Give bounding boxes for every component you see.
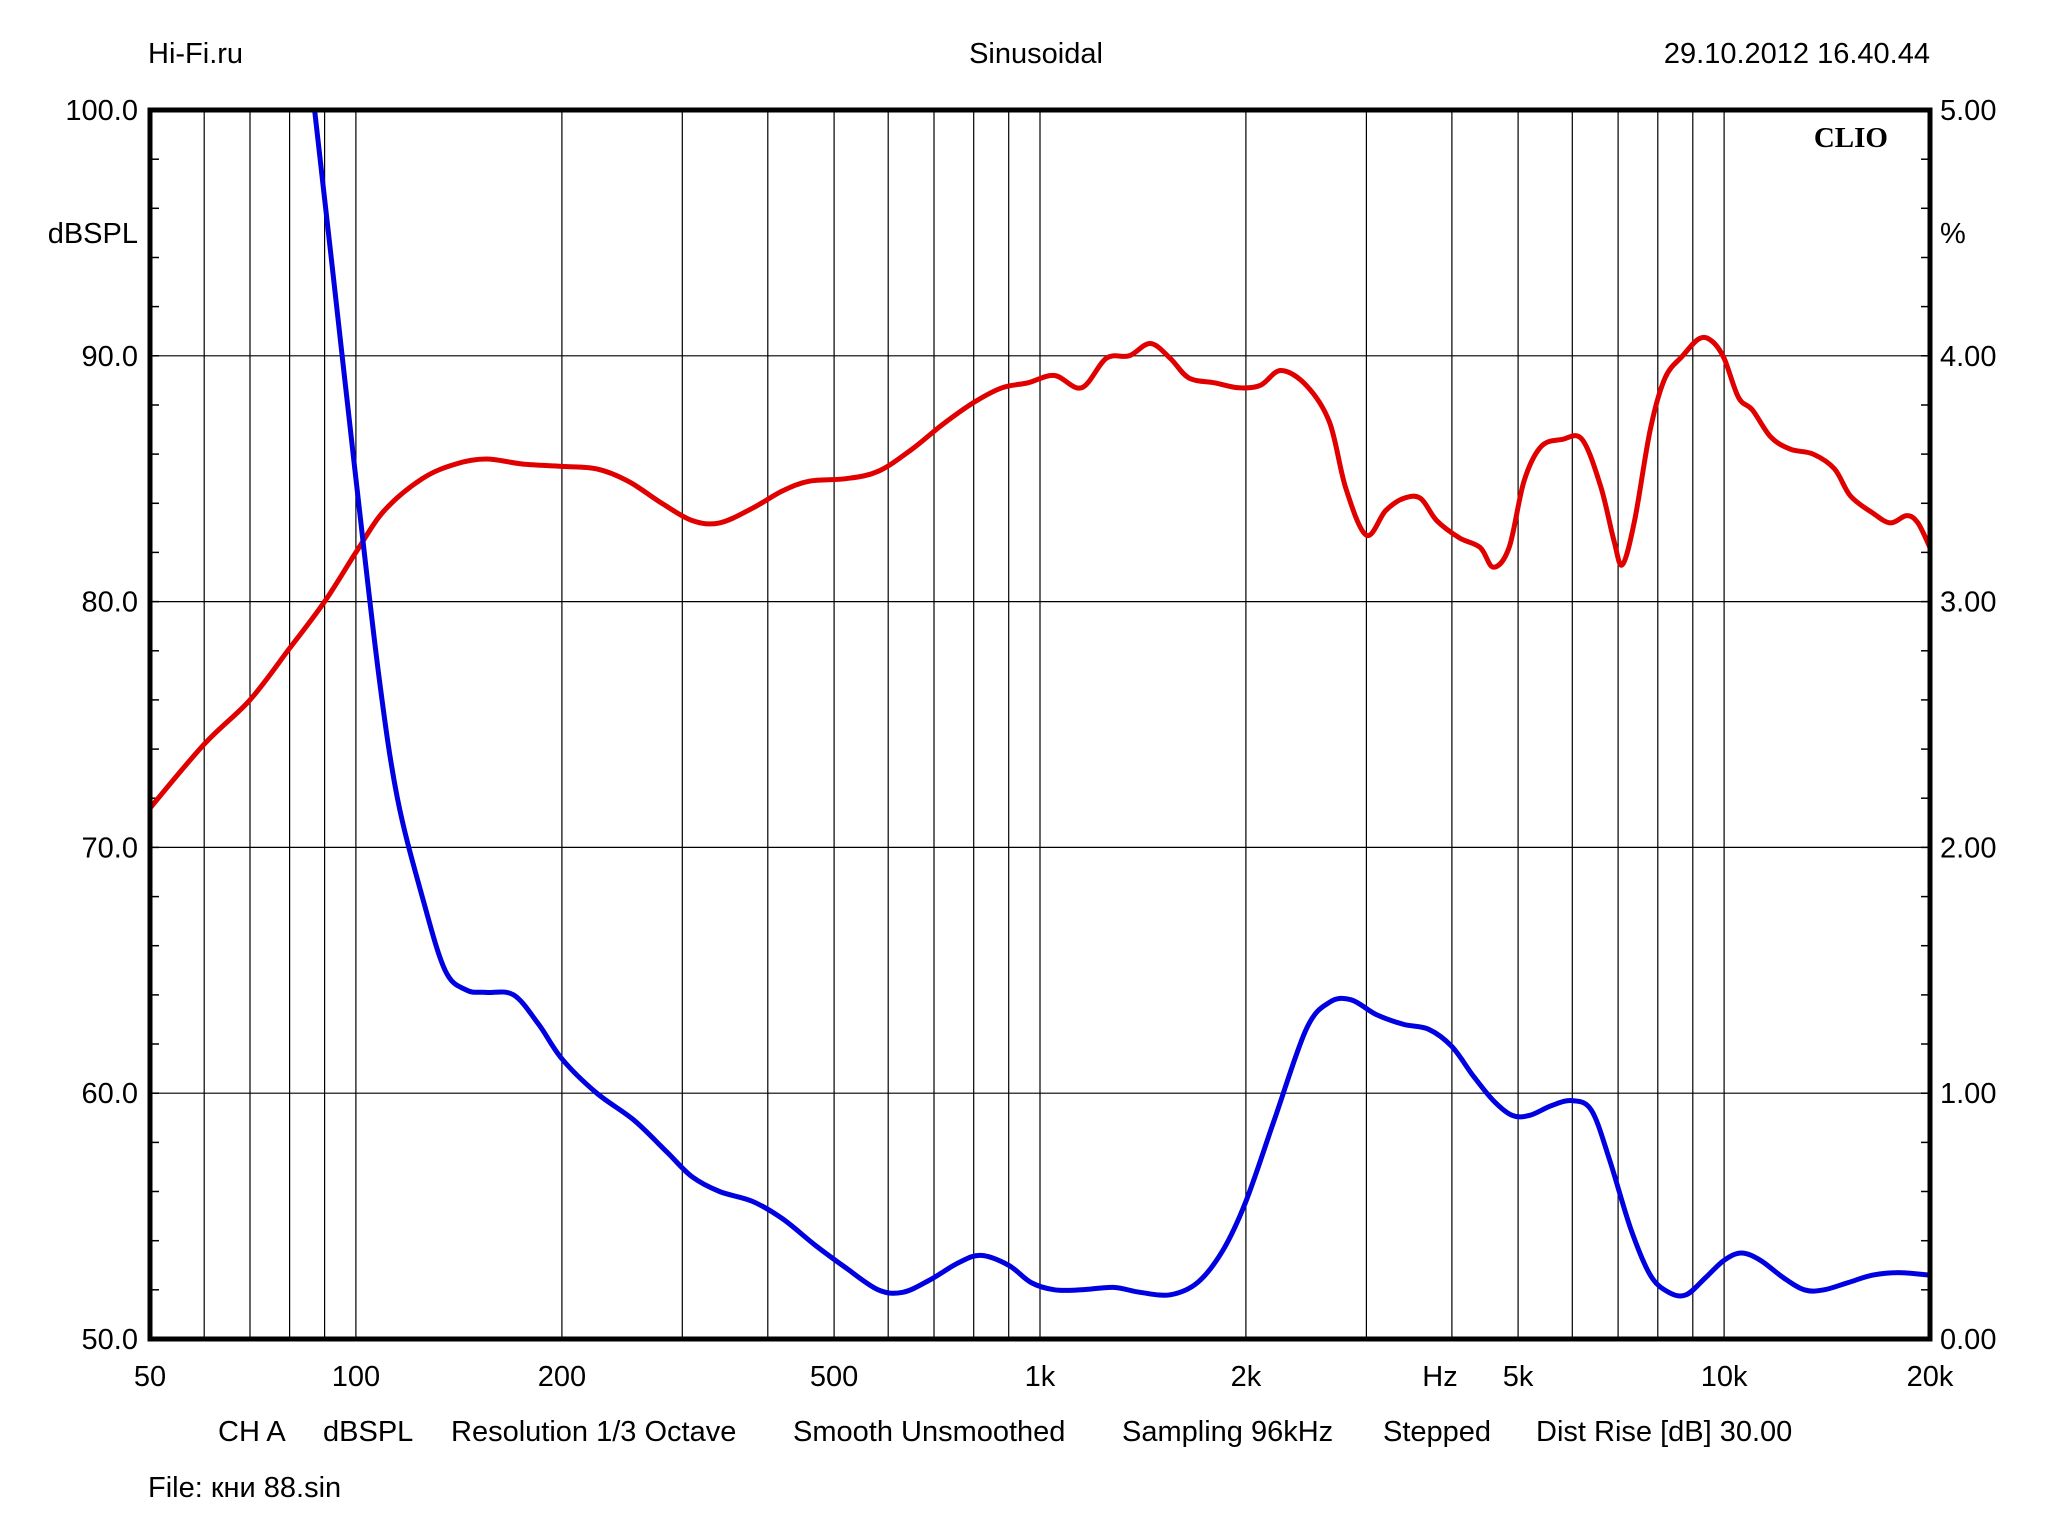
setting-channel: CH A	[218, 1416, 286, 1448]
y-tick-label: 90.0	[82, 341, 138, 373]
settings-line: CH A dBSPL Resolution 1/3 Octave Smooth …	[218, 1416, 1792, 1448]
x-tick-label: 20k	[1907, 1361, 1954, 1393]
y-tick-label: 80.0	[82, 587, 138, 619]
grid-lines	[150, 109, 1930, 1340]
y-tick-label: 50.0	[82, 1324, 138, 1356]
timestamp: 29.10.2012 16.40.44	[1664, 38, 1930, 70]
setting-unit: dBSPL	[323, 1416, 413, 1448]
y2-tick-label: 4.00	[1940, 341, 1996, 373]
plot-frame	[147, 107, 1933, 1342]
clio-logo: CLIO	[1814, 122, 1888, 154]
x-tick-label: 50	[134, 1361, 166, 1393]
y-tick-label: 60.0	[82, 1078, 138, 1110]
setting-resolution: Resolution 1/3 Octave	[451, 1416, 736, 1448]
x-tick-label: 5k	[1503, 1361, 1534, 1393]
file-name: File: кни 88.sin	[148, 1472, 341, 1504]
y2-tick-label: 5.00	[1940, 95, 1996, 127]
x-axis-label: Hz	[1422, 1361, 1457, 1393]
y2-tick-label: 1.00	[1940, 1078, 1996, 1110]
y2-tick-label: 2.00	[1940, 832, 1996, 864]
y2-tick-label: 0.00	[1940, 1324, 1996, 1356]
setting-mode: Stepped	[1383, 1416, 1491, 1448]
y-tick-label: 100.0	[65, 95, 138, 127]
header-left-label: Hi-Fi.ru	[148, 38, 243, 70]
tick-labels: 50.0 60.0 70.0 80.0 90.0 100.0 0.00 1.00 2.00 3.0…	[65, 95, 1996, 1393]
y-tick-label: 70.0	[82, 832, 138, 864]
chart-title: Sinusoidal	[969, 38, 1103, 70]
y2-tick-label: 3.00	[1940, 587, 1996, 619]
setting-sampling: Sampling 96kHz	[1122, 1416, 1333, 1448]
spl-curve	[150, 334, 1930, 811]
setting-dist-rise: Dist Rise [dB] 30.00	[1536, 1416, 1792, 1448]
x-tick-label: 1k	[1025, 1361, 1056, 1393]
y-axis-label: dBSPL	[48, 218, 138, 250]
x-tick-label: 500	[810, 1361, 858, 1393]
series-layer	[150, 110, 1930, 1299]
x-tick-label: 200	[538, 1361, 586, 1393]
x-tick-label: 10k	[1701, 1361, 1748, 1393]
x-tick-label: 100	[332, 1361, 380, 1393]
setting-smoothing: Smooth Unsmoothed	[793, 1416, 1065, 1448]
x-tick-label: 2k	[1231, 1361, 1262, 1393]
y2-axis-label: %	[1940, 218, 1966, 250]
distortion-curve	[312, 110, 1930, 1299]
